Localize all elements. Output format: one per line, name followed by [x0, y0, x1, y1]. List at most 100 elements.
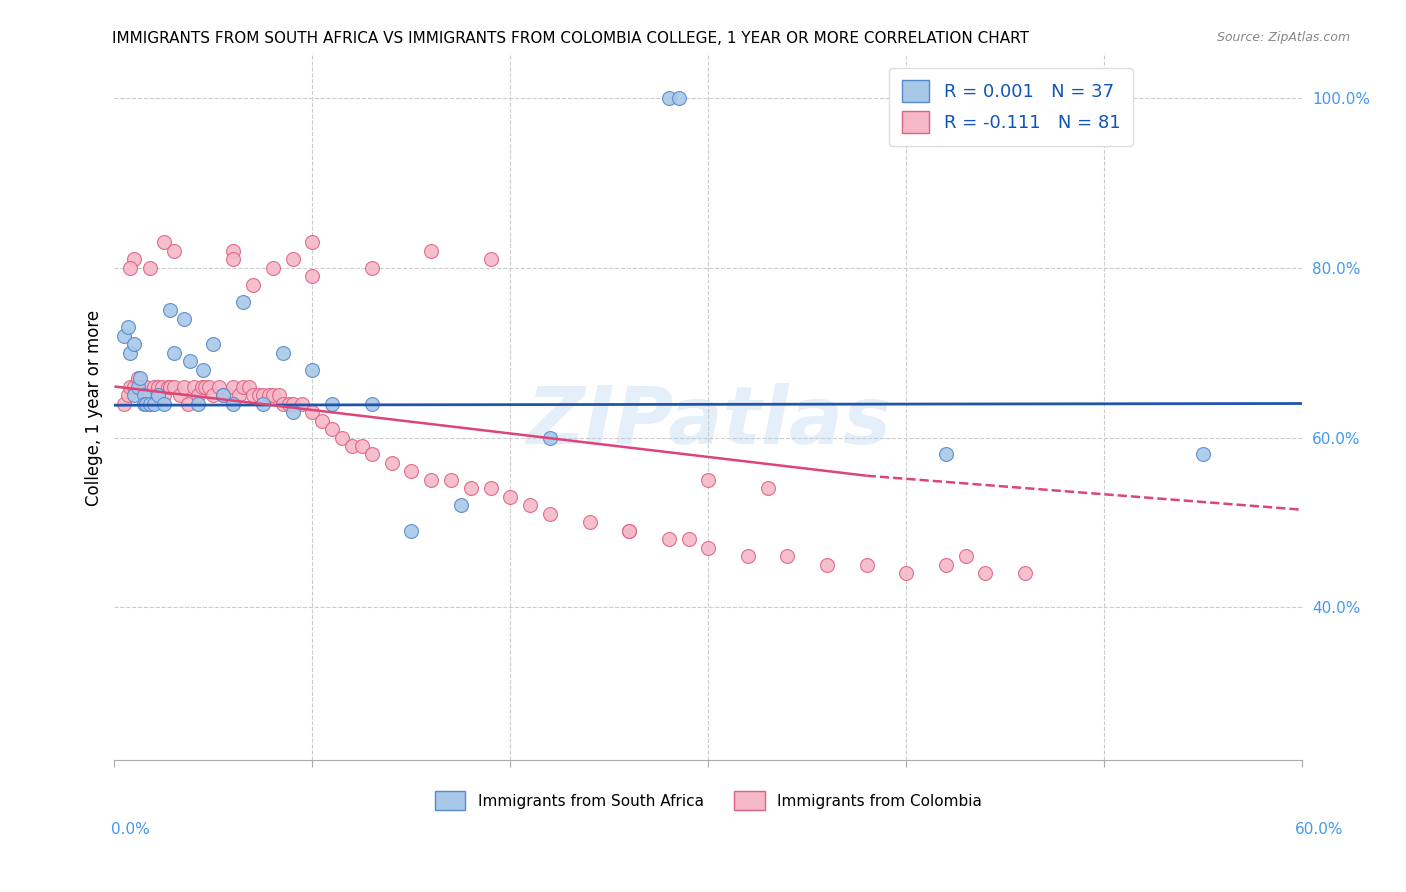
Point	[112, 328, 135, 343]
Point	[401, 524, 423, 538]
Point	[202, 337, 225, 351]
Text: IMMIGRANTS FROM SOUTH AFRICA VS IMMIGRANTS FROM COLOMBIA COLLEGE, 1 YEAR OR MORE: IMMIGRANTS FROM SOUTH AFRICA VS IMMIGRAN…	[112, 31, 1029, 46]
Point	[776, 549, 799, 564]
Point	[252, 396, 274, 410]
Point	[127, 371, 149, 385]
Point	[301, 405, 323, 419]
Point	[117, 388, 139, 402]
Point	[658, 533, 681, 547]
Point	[159, 379, 181, 393]
Point	[112, 396, 135, 410]
Point	[202, 388, 225, 402]
Point	[301, 268, 323, 283]
Point	[538, 507, 561, 521]
Point	[955, 549, 977, 564]
Point	[350, 439, 373, 453]
Point	[232, 379, 254, 393]
Legend: Immigrants from South Africa, Immigrants from Colombia: Immigrants from South Africa, Immigrants…	[429, 785, 988, 816]
Point	[330, 430, 353, 444]
Point	[697, 473, 720, 487]
Point	[173, 379, 195, 393]
Point	[132, 379, 155, 393]
Point	[262, 260, 284, 275]
Point	[321, 396, 343, 410]
Point	[139, 260, 162, 275]
Point	[122, 388, 145, 402]
Point	[146, 388, 169, 402]
Point	[658, 90, 681, 104]
Point	[479, 482, 502, 496]
Point	[163, 345, 186, 359]
Point	[479, 252, 502, 266]
Point	[340, 439, 363, 453]
Point	[935, 448, 957, 462]
Point	[242, 277, 264, 292]
Point	[117, 320, 139, 334]
Text: 0.0%: 0.0%	[111, 822, 150, 837]
Point	[617, 524, 640, 538]
Point	[271, 396, 294, 410]
Point	[257, 388, 280, 402]
Point	[120, 379, 142, 393]
Point	[401, 465, 423, 479]
Point	[163, 244, 186, 258]
Point	[697, 541, 720, 555]
Point	[238, 379, 260, 393]
Point	[132, 388, 155, 402]
Point	[222, 252, 245, 266]
Point	[737, 549, 759, 564]
Point	[173, 311, 195, 326]
Point	[281, 405, 304, 419]
Point	[179, 354, 201, 368]
Point	[321, 422, 343, 436]
Point	[1014, 566, 1036, 581]
Point	[122, 379, 145, 393]
Point	[198, 379, 221, 393]
Point	[855, 558, 877, 572]
Point	[122, 337, 145, 351]
Point	[129, 379, 152, 393]
Point	[974, 566, 997, 581]
Point	[440, 473, 463, 487]
Point	[311, 413, 333, 427]
Point	[183, 379, 205, 393]
Text: Source: ZipAtlas.com: Source: ZipAtlas.com	[1216, 31, 1350, 45]
Point	[277, 396, 299, 410]
Point	[187, 396, 209, 410]
Point	[262, 388, 284, 402]
Point	[668, 90, 690, 104]
Point	[135, 396, 157, 410]
Y-axis label: College, 1 year or more: College, 1 year or more	[86, 310, 103, 506]
Point	[578, 516, 600, 530]
Point	[538, 430, 561, 444]
Point	[360, 448, 382, 462]
Point	[232, 294, 254, 309]
Point	[281, 252, 304, 266]
Point	[129, 371, 152, 385]
Point	[247, 388, 270, 402]
Point	[127, 379, 149, 393]
Point	[176, 396, 198, 410]
Point	[242, 388, 264, 402]
Point	[222, 244, 245, 258]
Point	[271, 345, 294, 359]
Point	[450, 499, 472, 513]
Point	[301, 362, 323, 376]
Point	[153, 388, 176, 402]
Point	[756, 482, 779, 496]
Point	[360, 260, 382, 275]
Point	[815, 558, 838, 572]
Point	[122, 252, 145, 266]
Point	[617, 524, 640, 538]
Point	[132, 396, 155, 410]
Point	[499, 490, 522, 504]
Point	[150, 379, 173, 393]
Point	[120, 345, 142, 359]
Point	[1192, 448, 1215, 462]
Point	[896, 566, 918, 581]
Point	[519, 499, 541, 513]
Text: 60.0%: 60.0%	[1295, 822, 1343, 837]
Point	[143, 396, 166, 410]
Point	[420, 244, 443, 258]
Point	[267, 388, 290, 402]
